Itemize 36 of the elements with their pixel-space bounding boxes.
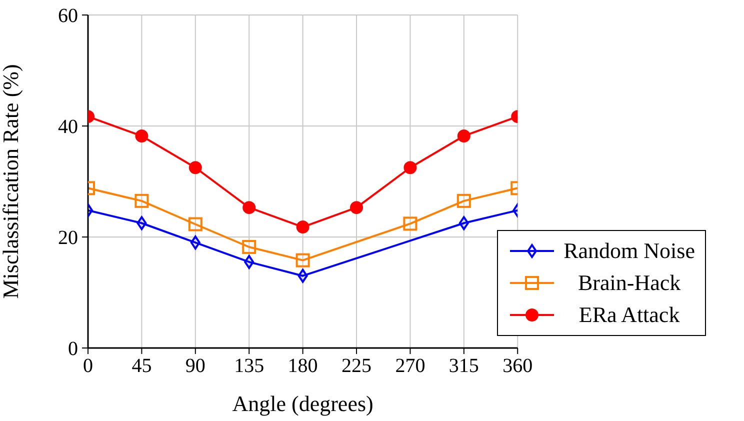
x-tick-label: 360 bbox=[502, 355, 533, 378]
point bbox=[190, 236, 200, 250]
x-tick-label: 270 bbox=[395, 355, 426, 378]
x-axis-title: Angle (degrees) bbox=[232, 391, 374, 416]
x-tick-label: 135 bbox=[234, 355, 264, 378]
point bbox=[136, 216, 147, 230]
point bbox=[403, 216, 418, 231]
point bbox=[188, 217, 202, 232]
legend-label: Brain-Hack bbox=[576, 270, 682, 296]
point bbox=[242, 240, 256, 254]
y-axis-title: Misclassification Rate (%) bbox=[0, 64, 23, 299]
x-tick-label: 225 bbox=[342, 355, 372, 378]
y-tick-label: 60 bbox=[58, 5, 78, 28]
legend-label: Random Noise bbox=[564, 238, 695, 264]
x-tick-label: 0 bbox=[83, 355, 93, 378]
point bbox=[404, 161, 417, 174]
point bbox=[456, 194, 471, 208]
x-tick-label: 45 bbox=[132, 355, 152, 378]
point bbox=[296, 220, 310, 234]
y-tick-label: 0 bbox=[68, 338, 78, 360]
point bbox=[457, 129, 470, 142]
point bbox=[298, 268, 308, 283]
point bbox=[244, 254, 254, 269]
y-tick-label: 20 bbox=[58, 227, 78, 250]
point bbox=[458, 216, 469, 230]
point bbox=[135, 129, 148, 142]
point bbox=[134, 194, 149, 208]
legend-label: ERa Attack bbox=[578, 302, 681, 328]
x-tick-label: 180 bbox=[288, 355, 318, 378]
point bbox=[296, 253, 310, 268]
x-tick-label: 90 bbox=[185, 355, 206, 378]
point bbox=[188, 161, 202, 174]
x-tick-label: 315 bbox=[448, 355, 479, 378]
point bbox=[350, 201, 364, 214]
point bbox=[242, 201, 256, 214]
y-tick-label: 40 bbox=[58, 116, 78, 138]
